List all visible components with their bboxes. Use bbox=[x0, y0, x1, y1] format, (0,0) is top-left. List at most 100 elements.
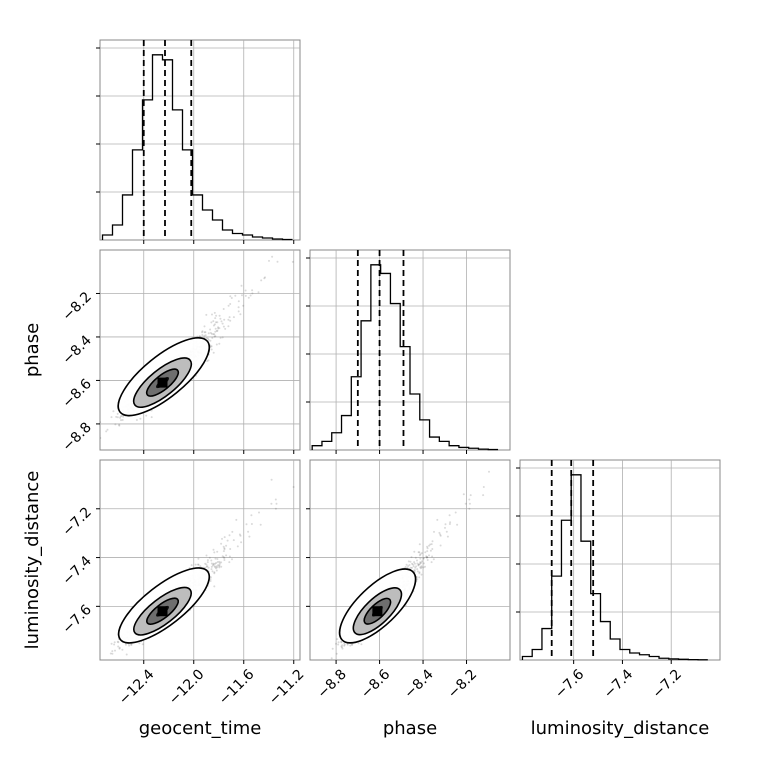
pair-2-sample bbox=[482, 486, 485, 488]
pair-1-sample bbox=[274, 498, 277, 501]
pair-1-sample bbox=[128, 644, 131, 647]
pair-2-sample bbox=[419, 566, 422, 569]
pair-2-sample bbox=[420, 566, 423, 569]
pair-2-sample bbox=[408, 564, 411, 566]
pair-0-sample bbox=[216, 321, 219, 324]
pair-0-sample bbox=[331, 200, 333, 202]
pair-2-sample bbox=[417, 563, 420, 566]
pair-1-sample bbox=[228, 555, 231, 558]
pair-2-sample bbox=[446, 535, 449, 538]
pair-2-sample bbox=[468, 502, 471, 505]
pair-0-sample bbox=[114, 423, 117, 426]
pair-0-sample bbox=[213, 311, 216, 314]
pair-2-sample bbox=[335, 652, 338, 655]
pair-2-sample bbox=[417, 564, 420, 567]
pair-2-sample bbox=[419, 553, 422, 556]
pair-2-sample bbox=[420, 565, 423, 568]
pair-2-sample bbox=[413, 550, 416, 553]
pair-2-sample bbox=[429, 543, 432, 546]
pair-2-sample bbox=[357, 642, 360, 645]
pair-2-sample bbox=[418, 576, 421, 579]
pair-1-sample bbox=[130, 643, 133, 646]
pair-0-sample bbox=[119, 416, 122, 419]
pair-1-sample bbox=[231, 530, 234, 533]
pair-0-sample bbox=[210, 321, 213, 324]
pair-2-sample bbox=[426, 556, 429, 559]
pair-1-sample bbox=[222, 556, 225, 559]
pair-2-sample bbox=[340, 641, 343, 644]
pair-2-sample bbox=[340, 645, 343, 648]
pair-0-sample bbox=[203, 334, 206, 337]
pair-0-sample bbox=[213, 333, 216, 336]
pair-0-sample bbox=[218, 327, 221, 330]
pair-1-sample bbox=[124, 643, 127, 646]
pair-1-sample bbox=[210, 568, 213, 571]
pair-0-sample bbox=[207, 338, 210, 341]
pair-2-sample bbox=[409, 566, 412, 569]
pair-0-sample bbox=[212, 324, 215, 327]
pair-1-sample bbox=[211, 570, 214, 573]
xtick-label-phase-0: −8.8 bbox=[314, 666, 349, 701]
pair-1-sample bbox=[223, 548, 226, 551]
pair-0-sample bbox=[251, 289, 254, 292]
pair-1-sample bbox=[197, 563, 200, 566]
pair-2-sample bbox=[351, 643, 354, 646]
pair-0-sample bbox=[116, 412, 119, 415]
ylabel-luminosity_distance: luminosity_distance bbox=[22, 471, 43, 650]
pair-1-sample bbox=[225, 554, 228, 557]
pair-0-sample bbox=[209, 339, 212, 342]
pair-2-sample bbox=[417, 563, 420, 566]
pair-1-sample bbox=[270, 502, 273, 505]
pair-2-sample bbox=[468, 507, 471, 510]
pair-0-sample bbox=[227, 325, 230, 328]
pair-1-sample bbox=[259, 523, 262, 526]
pair-2-sample bbox=[431, 555, 434, 558]
pair-2-sample bbox=[482, 494, 485, 497]
pair-2-sample bbox=[433, 530, 435, 533]
pair-2-sample bbox=[439, 533, 442, 536]
pair-2-sample bbox=[346, 643, 349, 646]
pair-2-sample bbox=[420, 552, 423, 555]
pair-0-sample bbox=[212, 351, 215, 354]
pair-0-sample bbox=[139, 417, 142, 420]
pair-1-sample bbox=[216, 550, 219, 553]
pair-2-sample bbox=[425, 555, 428, 558]
pair-0-sample bbox=[244, 294, 247, 297]
pair-1-sample bbox=[117, 645, 120, 648]
xlabel-luminosity_distance: luminosity_distance bbox=[531, 718, 710, 739]
pair-2-sample bbox=[444, 523, 447, 526]
pair-0-sample bbox=[145, 414, 148, 417]
pair-1-sample bbox=[205, 565, 208, 568]
pair-0-sample bbox=[212, 333, 215, 336]
pair-2-sample bbox=[413, 561, 416, 564]
pair-2-sample bbox=[418, 572, 421, 575]
pair-1-sample bbox=[275, 502, 278, 505]
pair-0-sample bbox=[229, 319, 232, 322]
pair-0-sample bbox=[100, 421, 102, 424]
pair-1-sample bbox=[216, 566, 219, 569]
pair-0-sample bbox=[234, 294, 237, 297]
histogram-geocent_time bbox=[101, 54, 293, 241]
pair-1-sample bbox=[225, 544, 228, 547]
pair-2-sample bbox=[418, 554, 421, 557]
pair-2-sample bbox=[416, 578, 419, 581]
pair-0-sample bbox=[227, 304, 230, 307]
pair-2-sample bbox=[468, 498, 471, 501]
pair-1-sample bbox=[116, 640, 119, 643]
ytick-label-phase-3: −8.2 bbox=[59, 289, 94, 324]
pair-1-sample bbox=[213, 565, 216, 568]
pair-1-sample bbox=[220, 542, 223, 545]
pair-2-sample bbox=[424, 551, 427, 554]
pair-1-sample bbox=[118, 646, 121, 649]
xtick-label-geocent_time-3: −11.2 bbox=[266, 666, 308, 708]
pair-2-sample bbox=[422, 562, 425, 565]
pair-0-sample bbox=[271, 255, 274, 258]
pair-1-sample bbox=[138, 642, 141, 645]
xtick-label-phase-3: −8.2 bbox=[445, 666, 480, 701]
pair-2-sample bbox=[341, 646, 343, 649]
pair-2-sample bbox=[420, 561, 422, 564]
pair-0-sample bbox=[220, 320, 223, 323]
pair-1-sample bbox=[235, 518, 238, 521]
pair-1-sample bbox=[215, 569, 218, 572]
ytick-label-phase-0: −8.8 bbox=[59, 419, 94, 454]
